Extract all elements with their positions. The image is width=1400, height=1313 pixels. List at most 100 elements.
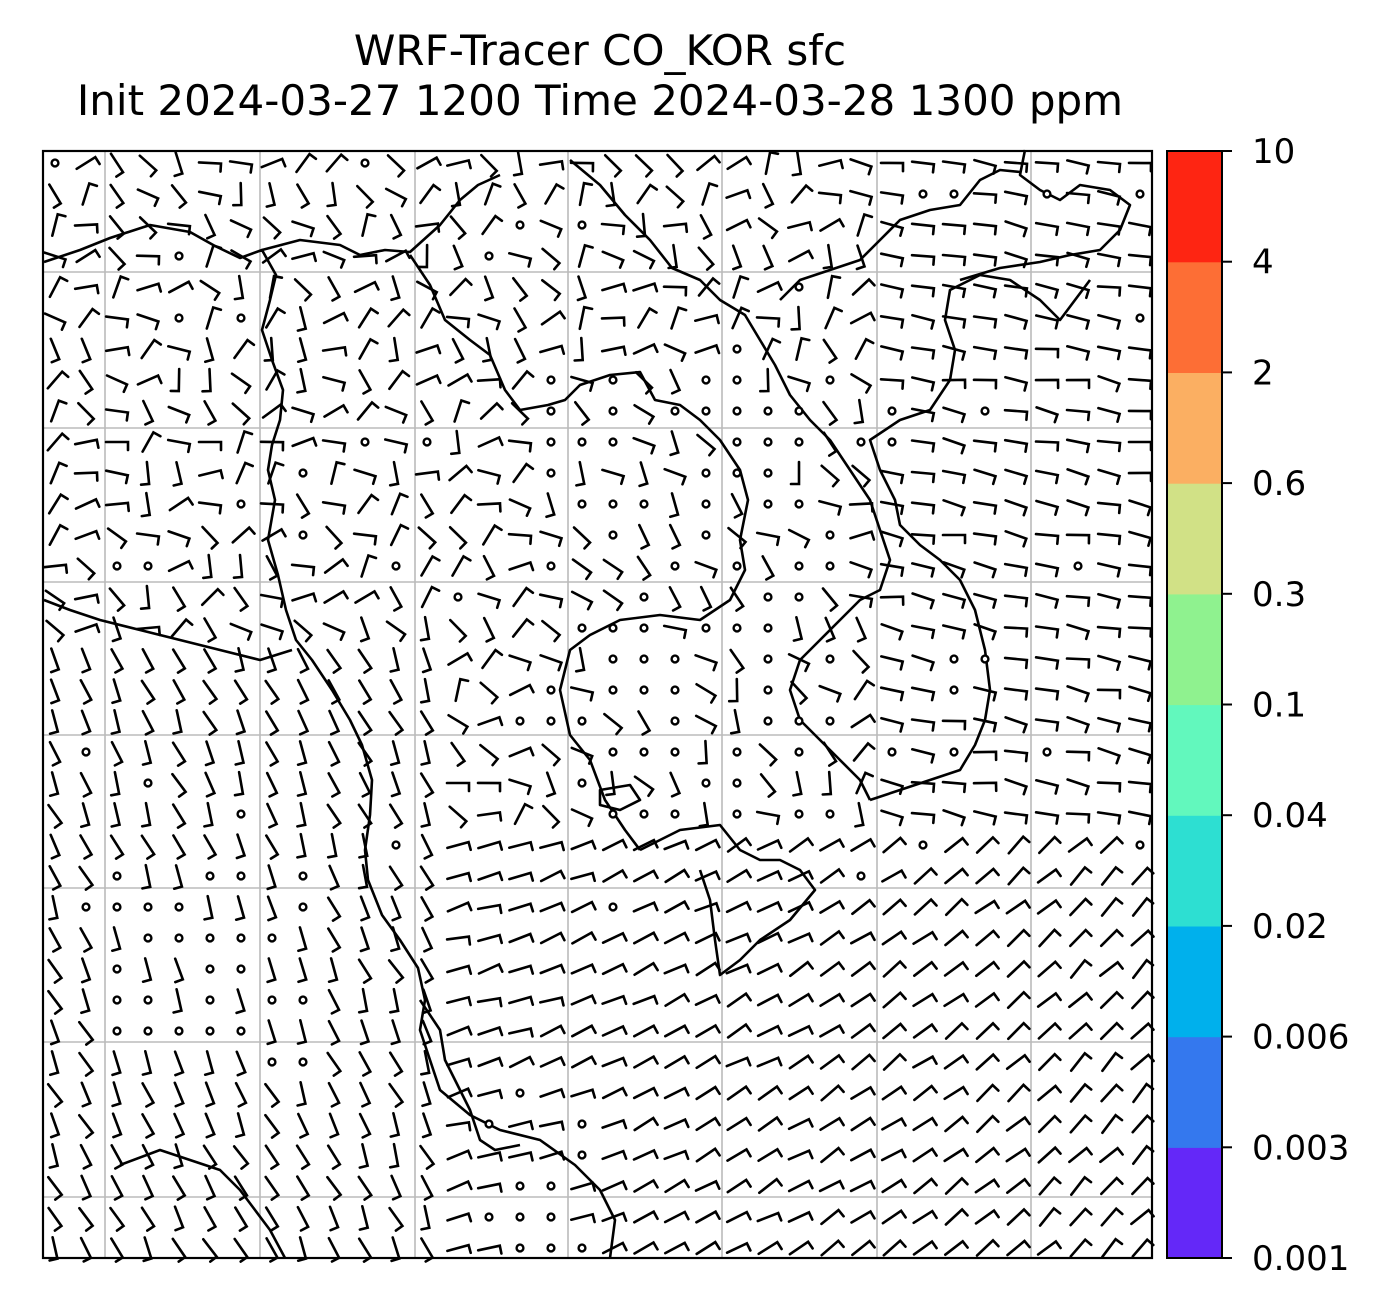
- wind-barb: [264, 1144, 280, 1170]
- wind-barb: [1003, 190, 1029, 206]
- wind-barb: [974, 1208, 1000, 1225]
- wind-barb: [632, 1148, 659, 1161]
- calm-circle: [608, 747, 618, 757]
- wind-barb: [1127, 161, 1153, 173]
- wind-barb: [1007, 1021, 1031, 1041]
- colorbar-tick-label: 0.001: [1252, 1239, 1349, 1279]
- wind-barb: [388, 460, 400, 487]
- wind-barb: [973, 561, 998, 579]
- wind-barb: [354, 589, 380, 604]
- wind-barb: [850, 713, 876, 729]
- wind-barb: [911, 654, 936, 672]
- wind-barb: [234, 647, 246, 673]
- wind-barb: [972, 222, 998, 236]
- wind-barb: [1065, 378, 1091, 390]
- wind-barb: [1069, 928, 1093, 948]
- wind-barb: [296, 367, 307, 394]
- wind-barb: [601, 1086, 628, 1100]
- wind-barb: [1069, 1051, 1093, 1072]
- wind-barb: [259, 593, 285, 609]
- wind-barb: [296, 1081, 307, 1107]
- wind-barb: [571, 558, 593, 581]
- calm-circle: [546, 1243, 556, 1253]
- wind-barb: [730, 492, 744, 519]
- wind-barb: [203, 648, 218, 674]
- wind-barb: [855, 616, 868, 643]
- calm-circle: [608, 623, 618, 633]
- calm-circle: [639, 685, 649, 695]
- wind-barb: [476, 903, 503, 915]
- wind-barb: [882, 836, 907, 854]
- wind-barb: [231, 525, 256, 544]
- wind-barb: [1096, 345, 1122, 361]
- wind-barb: [233, 679, 249, 705]
- wind-barb: [976, 1114, 1000, 1134]
- wind-barb: [49, 337, 61, 364]
- wind-barb: [910, 439, 936, 453]
- calm-circle: [763, 592, 773, 602]
- wind-barb: [787, 1210, 814, 1223]
- wind-barb: [173, 957, 185, 984]
- wind-barb: [327, 1081, 341, 1108]
- wind-barb: [910, 501, 936, 515]
- calm-circle: [608, 530, 618, 540]
- wind-barb: [665, 185, 686, 209]
- wind-barb: [941, 253, 967, 267]
- wind-barb: [446, 871, 472, 883]
- wind-barb: [851, 898, 876, 916]
- wind-barb: [508, 746, 535, 758]
- wind-barb: [633, 1054, 659, 1069]
- wind-barb: [1034, 440, 1060, 452]
- wind-barb: [1101, 1237, 1124, 1259]
- wind-barb: [632, 436, 656, 455]
- calm-circle: [112, 1026, 122, 1036]
- wind-barb: [476, 377, 502, 389]
- wind-barb: [172, 1175, 187, 1201]
- wind-barb: [140, 801, 152, 828]
- wind-barb: [601, 250, 625, 269]
- wind-barb: [358, 1112, 372, 1139]
- wind-barb: [664, 1241, 690, 1255]
- wind-barb: [726, 1116, 752, 1132]
- wind-barb: [850, 960, 876, 977]
- wind-barb: [570, 375, 595, 392]
- wind-barb: [1127, 563, 1153, 577]
- calm-circle: [639, 499, 649, 509]
- wind-barb: [855, 244, 867, 271]
- wind-barb: [912, 1239, 938, 1256]
- wind-barb: [104, 315, 130, 329]
- wind-barb: [1096, 781, 1122, 793]
- wind-barb: [140, 834, 156, 860]
- wind-barb: [944, 867, 969, 885]
- wind-barb: [570, 1212, 596, 1224]
- calm-circle: [205, 995, 215, 1005]
- wind-barb: [1035, 592, 1060, 609]
- wind-barb: [420, 1174, 434, 1201]
- wind-barb: [1068, 1021, 1093, 1040]
- wind-barb: [295, 1144, 311, 1170]
- calm-circle: [81, 902, 91, 912]
- wind-barb: [576, 275, 588, 302]
- wind-barb: [726, 836, 752, 853]
- wind-barb: [910, 780, 936, 794]
- wind-barb: [850, 1209, 876, 1224]
- wind-barb: [942, 809, 967, 827]
- wind-barb: [973, 158, 998, 175]
- wind-barb: [173, 1081, 185, 1108]
- wind-barb: [356, 400, 380, 421]
- wind-barb: [572, 526, 592, 550]
- wind-barb: [265, 306, 286, 329]
- wind-barb: [1097, 190, 1122, 206]
- wind-barb: [663, 931, 690, 945]
- wind-barb: [141, 709, 155, 736]
- wind-barb: [1065, 408, 1091, 422]
- wind-barb: [972, 439, 998, 453]
- wind-barb: [545, 492, 556, 519]
- wind-barb: [820, 1146, 845, 1164]
- wind-barb: [602, 589, 624, 612]
- wind-barb: [538, 593, 564, 609]
- wind-barb: [508, 871, 535, 882]
- wind-barb: [203, 1050, 215, 1076]
- calm-circle: [267, 995, 277, 1005]
- wind-barb: [670, 305, 688, 330]
